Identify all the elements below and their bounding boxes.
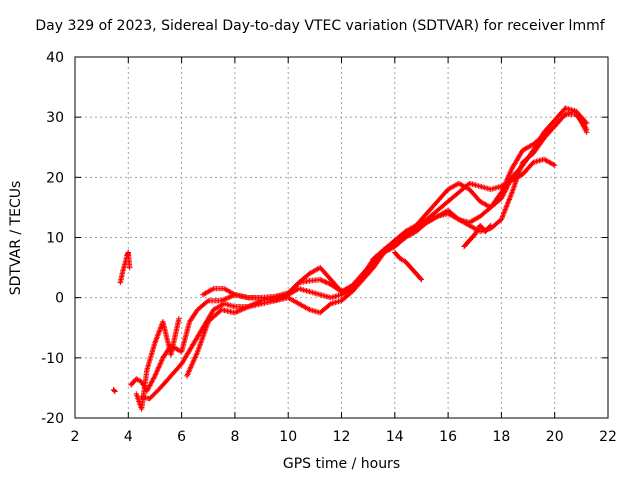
series-points [133, 316, 182, 412]
series-arc-i [461, 222, 494, 250]
y-tick-label: 40 [46, 50, 64, 66]
x-tick-label: 2 [71, 429, 80, 445]
x-tick-label: 12 [333, 429, 351, 445]
series-arc-a [110, 387, 118, 395]
series-points [110, 387, 118, 395]
y-tick-label: 20 [46, 170, 64, 186]
series-points [461, 222, 494, 250]
chart-title: Day 329 of 2023, Sidereal Day-to-day VTE… [35, 18, 605, 34]
x-tick-label: 20 [546, 429, 564, 445]
series-arc-g [133, 316, 182, 412]
series-arc-h [392, 249, 425, 283]
x-axis-label: GPS time / hours [282, 456, 401, 472]
x-tick-label: 4 [124, 429, 133, 445]
axis-ticks: 2 4 6 8 10 12 14 16 18 20 22 -20 -10 0 10 20 30 40 [41, 50, 617, 445]
grid-lines [75, 57, 608, 418]
x-tick-label: 14 [386, 429, 404, 445]
y-tick-label: 0 [55, 291, 64, 307]
x-tick-label: 8 [230, 429, 239, 445]
y-tick-label: -10 [41, 351, 64, 367]
data-points [110, 105, 590, 412]
x-tick-label: 18 [492, 429, 510, 445]
series-points [392, 249, 425, 283]
series-arc-f [200, 156, 558, 304]
x-tick-label: 6 [177, 429, 186, 445]
series-points [200, 156, 558, 304]
series-arc-b [117, 249, 133, 286]
y-tick-label: -20 [41, 411, 64, 427]
x-tick-label: 16 [439, 429, 457, 445]
x-tick-label: 10 [279, 429, 297, 445]
y-axis-label: SDTVAR / TECUs [8, 180, 24, 296]
series-points [117, 249, 133, 286]
x-tick-label: 22 [599, 429, 617, 445]
y-tick-label: 10 [46, 231, 64, 247]
y-tick-label: 30 [46, 110, 64, 126]
